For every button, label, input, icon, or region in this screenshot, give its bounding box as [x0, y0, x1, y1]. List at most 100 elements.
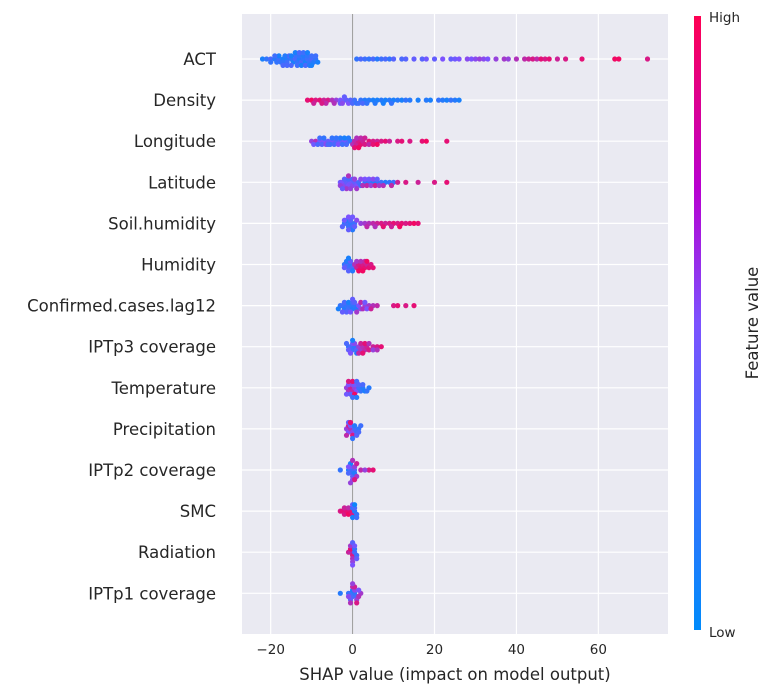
colorbar	[694, 16, 701, 630]
shap-point	[347, 600, 354, 606]
shap-point	[612, 56, 618, 62]
shap-point	[337, 590, 343, 596]
shap-point	[372, 224, 378, 230]
shap-point	[358, 467, 364, 473]
shap-point	[358, 340, 364, 347]
shap-point	[411, 303, 417, 309]
shap-point	[356, 268, 362, 274]
shap-point	[343, 141, 350, 147]
shap-point	[331, 100, 337, 106]
shap-point	[456, 97, 462, 103]
shap-point	[302, 62, 309, 68]
shap-point	[313, 53, 319, 59]
shap-point	[300, 50, 306, 56]
plot-background	[242, 14, 668, 634]
shap-point	[347, 480, 354, 486]
shap-point	[468, 56, 474, 62]
shap-point	[403, 97, 409, 103]
shap-point	[356, 382, 362, 388]
shap-point	[546, 56, 552, 62]
shap-point	[356, 350, 362, 356]
shap-point	[579, 56, 585, 62]
shap-point	[350, 378, 356, 384]
shap-point	[542, 56, 548, 62]
shap-point	[345, 268, 352, 274]
shap-point	[472, 56, 479, 62]
shap-point	[350, 337, 356, 343]
shap-point	[309, 62, 315, 68]
shap-point	[370, 467, 376, 473]
shap-point	[329, 135, 335, 141]
shap-point	[378, 344, 384, 350]
shap-point	[386, 56, 393, 62]
shap-point	[276, 53, 282, 59]
shap-point	[350, 394, 356, 400]
shap-point	[366, 340, 372, 347]
shap-point	[419, 138, 425, 144]
feature-label: Latitude	[148, 173, 216, 192]
feature-label: Longitude	[134, 132, 216, 151]
shap-point	[339, 224, 345, 230]
shap-point	[354, 556, 360, 562]
feature-label: Precipitation	[113, 420, 216, 439]
shap-point	[341, 217, 347, 223]
shap-point	[403, 56, 409, 62]
x-tick-label: 0	[348, 642, 357, 658]
shap-point	[395, 303, 401, 309]
shap-point	[350, 514, 356, 521]
feature-label: IPTp3 coverage	[88, 338, 216, 357]
shap-point	[319, 100, 325, 106]
x-tick-label: 60	[590, 642, 607, 658]
shap-point	[366, 467, 372, 473]
feature-label: Density	[153, 91, 216, 110]
shap-point	[345, 505, 352, 511]
shap-point	[380, 182, 386, 189]
shap-point	[526, 56, 532, 62]
x-axis-label: SHAP value (impact on model output)	[299, 665, 610, 684]
shap-point	[382, 56, 388, 62]
shap-point	[399, 97, 405, 103]
shap-point	[382, 138, 388, 144]
shap-point	[358, 135, 364, 141]
shap-point	[280, 62, 286, 68]
colorbar-low-label: Low	[709, 625, 736, 641]
shap-point	[366, 56, 372, 62]
shap-point	[427, 97, 433, 103]
shap-point	[356, 429, 362, 435]
shap-point	[380, 224, 386, 230]
shap-point	[337, 467, 343, 473]
shap-point	[354, 309, 360, 315]
shap-point	[431, 56, 438, 62]
shap-point	[364, 258, 370, 264]
shap-point	[388, 100, 395, 106]
shap-point	[452, 56, 458, 62]
shap-point	[331, 141, 337, 147]
shap-point	[407, 138, 413, 144]
shap-point	[616, 56, 622, 62]
shap-point	[368, 182, 374, 189]
shap-point	[304, 97, 311, 103]
shap-point	[358, 56, 364, 62]
shap-point	[431, 179, 438, 185]
shap-point	[339, 100, 345, 106]
shap-point	[335, 141, 341, 147]
shap-point	[341, 94, 347, 100]
shap-point	[364, 224, 370, 230]
shap-point	[360, 268, 366, 274]
shap-point	[341, 299, 347, 305]
feature-labels: ACT Density Longitude Latitude Soil.humidity…	[27, 50, 217, 603]
shap-point	[347, 350, 354, 356]
shap-point	[360, 100, 366, 106]
shap-point	[352, 543, 358, 549]
shap-point	[354, 514, 360, 521]
shap-point	[339, 309, 345, 315]
shap-point	[354, 394, 360, 400]
shap-point	[356, 100, 362, 106]
shap-point	[350, 296, 356, 302]
shap-point	[376, 182, 382, 189]
shap-point	[335, 306, 341, 312]
shap-point	[415, 97, 421, 103]
shap-point	[378, 56, 384, 62]
shap-point	[360, 306, 366, 312]
